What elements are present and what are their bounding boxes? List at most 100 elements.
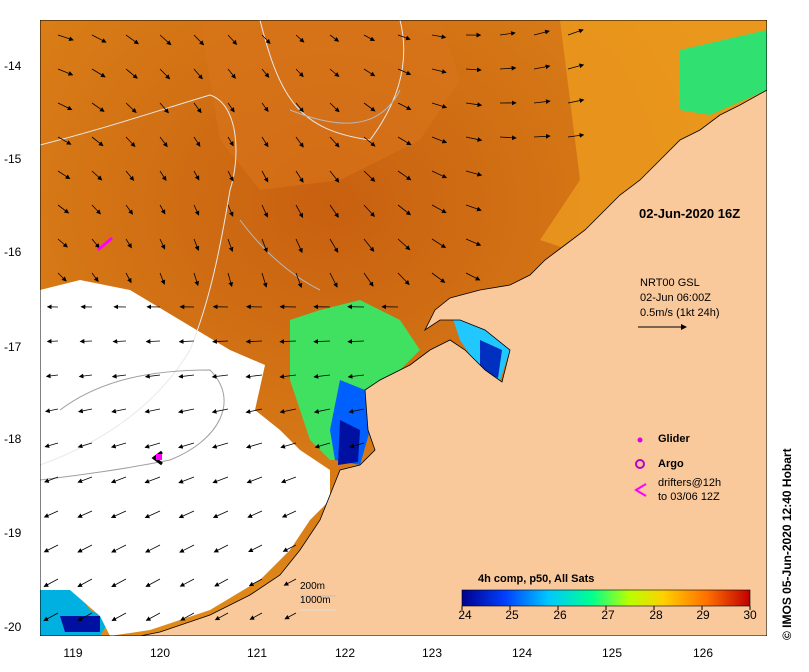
current-arrow <box>397 34 411 41</box>
current-arrow <box>363 102 376 112</box>
current-arrow <box>178 339 195 344</box>
current-arrow <box>363 272 374 287</box>
current-arrow <box>91 272 99 282</box>
current-arrow <box>363 68 376 77</box>
current-arrow <box>46 338 59 344</box>
current-arrow <box>125 238 132 249</box>
current-arrow <box>110 442 127 449</box>
current-arrow <box>79 338 93 344</box>
current-arrow <box>178 373 195 379</box>
current-arrow <box>144 408 161 414</box>
lon-tick: 123 <box>421 646 443 660</box>
current-arrow <box>397 68 412 76</box>
current-arrow <box>43 578 59 587</box>
current-arrow <box>499 135 517 141</box>
isobath-cloud <box>40 369 225 481</box>
current-arrow <box>212 510 229 519</box>
current-arrow <box>349 442 365 449</box>
colorbar-tick: 30 <box>743 608 757 622</box>
current-arrow <box>499 31 516 36</box>
argo-icon <box>635 459 645 469</box>
current-arrow <box>227 272 234 288</box>
current-arrow <box>78 408 93 414</box>
current-arrow <box>91 34 107 43</box>
current-arrow <box>227 238 234 253</box>
current-arrow <box>125 170 135 182</box>
current-arrow <box>329 204 339 218</box>
current-arrow <box>159 238 166 250</box>
lon-tick: 120 <box>149 646 171 660</box>
current-arrow <box>329 136 340 148</box>
legend-glider: Glider <box>658 433 690 445</box>
lat-tick: -20 <box>4 620 22 634</box>
current-arrow <box>249 612 263 620</box>
current-arrow <box>245 374 263 379</box>
current-arrow <box>295 68 304 78</box>
drifter-marker <box>151 450 163 466</box>
current-arrow <box>261 170 269 183</box>
current-arrow <box>193 68 203 80</box>
current-arrow <box>77 578 93 587</box>
current-arrow <box>261 102 269 112</box>
legend-drifters-2: to 03/06 12Z <box>658 491 720 503</box>
current-arrow <box>45 373 59 379</box>
current-arrow <box>347 374 365 379</box>
colorbar-tick: 24 <box>458 608 472 622</box>
drifter-icon <box>634 483 647 497</box>
current-arrow <box>159 102 169 114</box>
current-arrow <box>397 136 412 146</box>
current-arrow <box>295 272 303 289</box>
current-arrow <box>465 102 483 108</box>
current-arrow <box>248 578 263 587</box>
current-arrow <box>193 136 201 147</box>
current-arrow <box>465 67 482 73</box>
map-frame <box>40 20 767 636</box>
current-arrow <box>125 204 133 215</box>
current-arrow <box>313 408 331 414</box>
colorbar-tick: 25 <box>505 608 519 622</box>
current-arrow <box>248 544 263 553</box>
current-arrow <box>431 34 447 40</box>
current-arrow <box>245 339 263 344</box>
lon-tick: 122 <box>334 646 356 660</box>
lat-tick: -18 <box>4 432 22 446</box>
current-arrow <box>159 68 171 80</box>
current-arrow <box>91 204 101 215</box>
sst-cool-bay-core <box>480 340 502 378</box>
current-arrow <box>329 238 339 253</box>
sst-map <box>40 20 767 636</box>
lon-tick: 119 <box>63 646 83 660</box>
current-arrow <box>465 170 483 177</box>
current-arrow <box>144 510 161 519</box>
current-arrow <box>77 476 93 484</box>
current-arrow <box>77 510 93 518</box>
current-arrow <box>329 102 340 113</box>
isobath-1000m-label: 1000m <box>300 595 331 606</box>
current-arrow <box>431 102 448 109</box>
current-arrow <box>44 476 59 483</box>
colorbar-tick: 26 <box>553 608 567 622</box>
current-arrow <box>282 544 297 552</box>
current-arrow <box>261 136 269 148</box>
current-arrow <box>227 102 235 113</box>
current-arrow <box>363 204 375 217</box>
current-arrow <box>44 442 59 448</box>
current-arrow <box>363 238 375 252</box>
current-arrow <box>91 238 100 249</box>
colorbar-tick: 28 <box>649 608 663 622</box>
current-arrow <box>125 272 132 284</box>
current-arrow <box>246 476 263 484</box>
current-arrow <box>227 34 238 45</box>
isobath-200m <box>40 94 237 466</box>
current-arrow <box>281 510 297 518</box>
current-arrow <box>125 68 138 79</box>
current-arrow <box>213 544 229 553</box>
current-arrow <box>283 578 297 586</box>
current-arrow <box>57 136 72 145</box>
current-arrow <box>533 99 551 104</box>
sst-cool-coast <box>290 300 420 460</box>
legend-drifters-1: drifters@12h <box>658 477 722 489</box>
sst-cool-core <box>338 420 360 465</box>
current-arrow <box>125 34 139 45</box>
current-arrow <box>179 544 195 553</box>
